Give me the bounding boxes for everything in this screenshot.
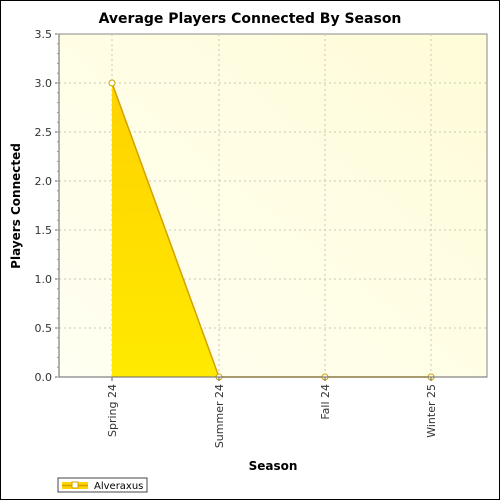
y-tick-label: 1.0 [35, 273, 53, 286]
y-tick-label: 3.5 [35, 28, 53, 41]
legend-label: Alveraxus [94, 481, 143, 492]
y-tick-label: 1.5 [35, 224, 53, 237]
y-tick-label: 0.5 [35, 322, 53, 335]
y-tick-label: 2.0 [35, 175, 53, 188]
y-axis-title: Players Connected [9, 143, 23, 269]
legend: Alveraxus [57, 477, 148, 493]
x-tick-label: Fall 24 [319, 384, 332, 420]
chart-title: Average Players Connected By Season [99, 11, 402, 27]
y-axis: 0.0 0.5 1.0 1.5 2.0 2.5 3.0 3.5 [35, 28, 60, 384]
y-tick-label: 0.0 [35, 371, 53, 384]
x-tick-label: Spring 24 [106, 384, 119, 437]
x-axis: Spring 24 Summer 24 Fall 24 Winter 25 [59, 376, 487, 448]
x-tick-label: Winter 25 [425, 384, 438, 438]
y-tick-label: 2.5 [35, 126, 53, 139]
legend-marker [71, 481, 79, 489]
x-tick-label: Summer 24 [213, 384, 226, 448]
y-tick-label: 3.0 [35, 77, 53, 90]
x-axis-title: Season [249, 459, 298, 473]
data-point-spring-24 [108, 79, 116, 87]
